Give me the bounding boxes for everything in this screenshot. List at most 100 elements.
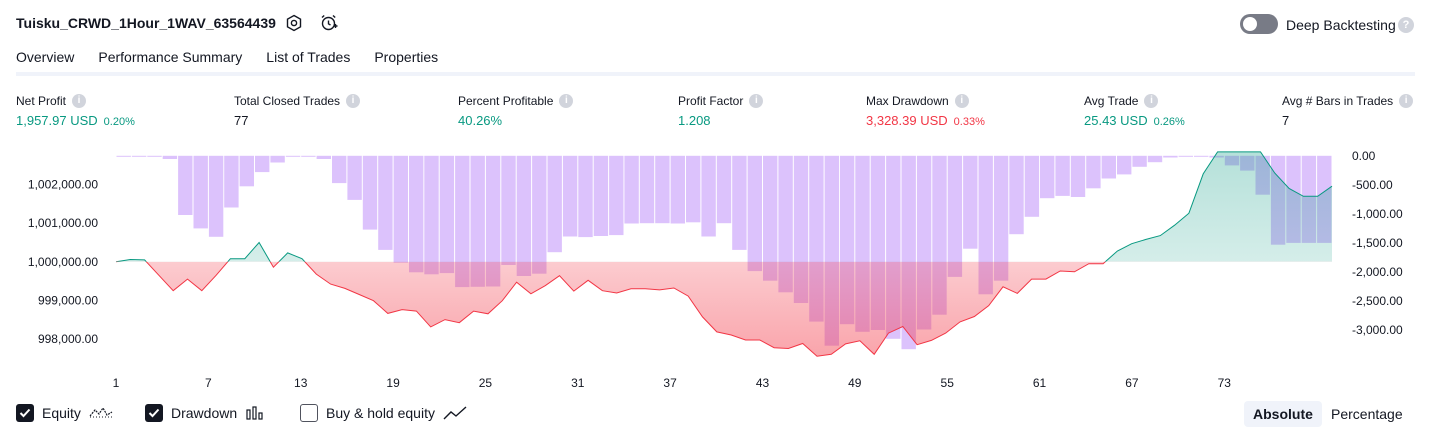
drawdown-bar [1040,155,1055,199]
metric-max-drawdown: Max Drawdown i 3,328.39 USD 0.33% [866,94,985,128]
percentage-button[interactable]: Percentage [1331,406,1403,422]
drawdown-bar [532,155,547,274]
help-icon[interactable]: ? [1398,17,1414,33]
drawdown-bar [424,155,439,275]
drawdown-bar [686,155,701,223]
metric-value: 77 [234,113,249,128]
drawdown-bar [193,155,208,229]
metric-value: 1,957.97 USD [16,113,98,128]
right-axis-tick: -3,000.00 [1352,323,1403,337]
drawdown-bar [116,155,131,157]
strategy-title: Tuisku_CRWD_1Hour_1WAV_63564439 [16,15,276,31]
drawdown-bar [993,155,1009,281]
left-axis: 1,002,000.00 1,001,000.00 1,000,000.00 999,… [28,178,98,346]
metric-avg-trade: Avg Trade i 25.43 USD 0.26% [1084,94,1185,128]
drawdown-bar [162,155,178,159]
absolute-button[interactable]: Absolute [1244,401,1322,427]
drawdown-bar [270,155,285,163]
drawdown-bar [501,155,516,265]
metric-avg-bars-in-trades: Avg # Bars in Trades i 7 [1282,94,1414,128]
legend-equity-label: Equity [42,405,81,421]
left-axis-tick: 998,000.00 [38,332,98,346]
drawdown-bar [562,155,578,237]
metric-label: Avg # Bars in Trades [1282,94,1394,108]
info-icon[interactable]: i [346,94,361,108]
left-axis-tick: 1,000,000.00 [28,255,98,269]
tab-divider [16,72,1415,76]
drawdown-bar [947,155,963,277]
left-axis-tick: 999,000.00 [38,293,98,307]
metric-value: 40.26% [458,113,503,128]
drawdown-bar [763,155,778,281]
legend-buy-hold[interactable]: Buy & hold equity [300,402,467,424]
drawdown-checkbox[interactable] [145,404,163,422]
metric-percent: 0.33% [953,116,985,128]
info-icon[interactable]: i [749,94,764,108]
drawdown-bar [747,155,762,272]
legend-buyhold-label: Buy & hold equity [326,405,435,421]
drawdown-bar [485,155,501,287]
info-icon[interactable]: i [1399,94,1414,108]
tab-properties[interactable]: Properties [374,49,439,65]
info-icon[interactable]: i [72,94,87,108]
alarm-clock-plus-icon[interactable] [319,13,339,33]
metric-percent: 0.26% [1153,116,1185,128]
equity-profit-area [116,151,1332,262]
drawdown-bar [1024,155,1040,217]
drawdown-bar [1086,155,1101,189]
gear-icon[interactable] [284,13,304,33]
right-axis-tick: -2,500.00 [1352,294,1403,308]
drawdown-bar [1009,155,1024,235]
metric-label: Max Drawdown [866,94,949,108]
info-icon[interactable]: i [559,94,574,108]
drawdown-bar [547,155,562,253]
trend-line-icon [443,406,467,420]
x-axis: 1 7 13 19 25 31 37 43 49 55 61 67 73 [113,376,1232,390]
drawdown-bar [393,155,408,263]
drawdown-bar [609,155,624,236]
drawdown-bar [208,155,224,237]
left-axis-tick: 1,001,000.00 [28,216,98,230]
tab-list-of-trades[interactable]: List of Trades [266,49,351,65]
equity-drawdown-chart: 1,002,000.00 1,001,000.00 1,000,000.00 999,… [28,149,1403,390]
equity-checkbox[interactable] [16,404,34,422]
x-axis-tick: 61 [1033,376,1047,390]
tab-performance-summary[interactable]: Performance Summary [98,49,243,65]
drawdown-bar [301,155,316,157]
info-icon[interactable]: i [1144,94,1159,108]
metric-net-profit: Net Profit i 1,957.97 USD 0.20% [16,94,135,128]
legend-equity[interactable]: Equity [16,402,113,424]
drawdown-bar [1147,155,1163,163]
drawdown-bar [716,155,732,224]
equity-areas [115,151,1333,357]
drawdown-bar [347,155,362,200]
drawdown-bar [639,155,655,224]
right-axis: 0.00 -500.00 -1,000.00 -1,500.00 -2,000.00 -2… [1352,149,1403,337]
metric-value: 7 [1282,113,1290,128]
deep-backtesting-toggle[interactable] [1240,14,1278,34]
drawdown-bar [147,155,162,157]
buy-hold-checkbox[interactable] [300,404,318,422]
equity-loss-area [146,261,1106,357]
drawdown-bar [578,155,593,238]
drawdown-bar [1178,155,1193,157]
x-axis-tick: 55 [941,376,955,390]
x-axis-tick: 13 [294,376,308,390]
drawdown-bar [655,155,670,224]
drawdown-bar [255,155,270,173]
drawdown-bar [378,155,393,250]
metric-percent-profitable: Percent Profitable i 40.26% [458,94,574,128]
drawdown-bar [1117,155,1132,175]
tab-bar: Overview Performance Summary List of Tra… [16,48,439,76]
legend-drawdown[interactable]: Drawdown [145,402,265,424]
info-icon[interactable]: i [954,94,969,108]
metric-value: 25.43 USD [1084,113,1148,128]
drawdown-bar [778,155,793,293]
right-axis-tick: -1,000.00 [1352,207,1403,221]
metric-label: Percent Profitable [458,94,554,108]
tab-overview[interactable]: Overview [16,48,75,76]
x-axis-tick: 31 [571,376,585,390]
deep-backtesting-label: Deep Backtesting [1286,17,1396,33]
drawdown-bar [978,155,993,295]
drawdown-bar [178,155,193,215]
